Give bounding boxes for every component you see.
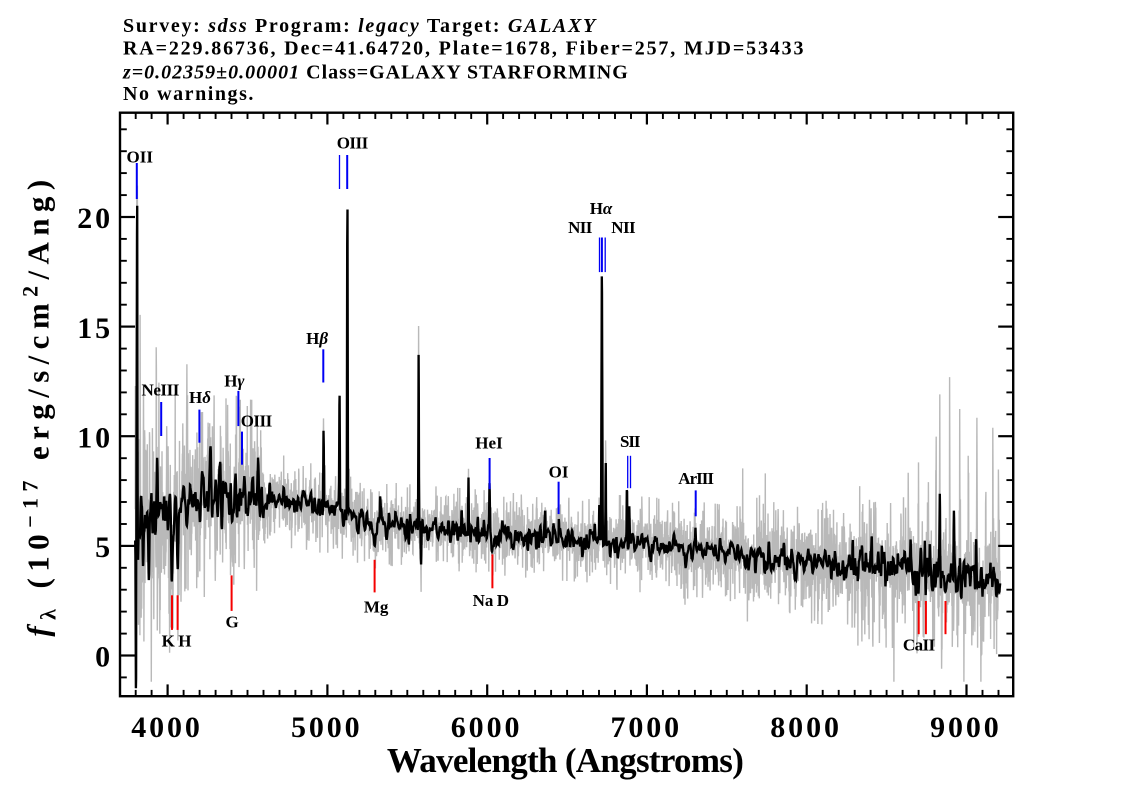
svg-text:OII: OII	[127, 148, 154, 167]
svg-text:Na D: Na D	[473, 591, 509, 610]
svg-text:6000: 6000	[451, 711, 523, 744]
svg-text:Hγ: Hγ	[224, 372, 245, 391]
svg-text:OIII: OIII	[337, 134, 369, 153]
svg-text:RA=229.86736, Dec=41.64720, Pl: RA=229.86736, Dec=41.64720, Plate=1678, …	[123, 38, 805, 60]
svg-text:NII: NII	[611, 218, 636, 237]
svg-text:9000: 9000	[930, 711, 1002, 744]
svg-text:Hα: Hα	[590, 199, 613, 218]
svg-text:fλ (10−17 erg/s/cm2/Ang): fλ (10−17 erg/s/cm2/Ang)	[18, 173, 61, 636]
svg-text:Mg: Mg	[364, 598, 389, 617]
svg-text:5000: 5000	[291, 711, 363, 744]
svg-text:Hδ: Hδ	[189, 388, 211, 407]
svg-text:7000: 7000	[610, 711, 682, 744]
svg-text:15: 15	[77, 312, 113, 345]
svg-text:5: 5	[95, 531, 113, 564]
svg-text:No warnings.: No warnings.	[123, 83, 255, 105]
svg-text:4000: 4000	[131, 711, 203, 744]
svg-text:K H: K H	[162, 631, 192, 650]
svg-text:Wavelength (Angstroms): Wavelength (Angstroms)	[387, 741, 743, 780]
svg-text:z=0.02359±0.00001 Class=GALAXY: z=0.02359±0.00001 Class=GALAXY STARFORMI…	[122, 62, 629, 84]
svg-text:0: 0	[95, 641, 113, 674]
svg-text:CaII: CaII	[903, 636, 936, 655]
svg-text:Survey: sdss Program: legacy T: Survey: sdss Program: legacy Target: GAL…	[123, 15, 597, 37]
svg-text:20: 20	[77, 202, 113, 235]
svg-text:OI: OI	[549, 462, 569, 481]
svg-text:OIII: OIII	[241, 412, 273, 431]
svg-text:HeI: HeI	[475, 434, 503, 453]
svg-text:ArIII: ArIII	[678, 469, 714, 488]
svg-text:SII: SII	[620, 432, 641, 451]
svg-text:G: G	[226, 612, 239, 631]
svg-text:8000: 8000	[770, 711, 842, 744]
svg-text:NII: NII	[568, 218, 593, 237]
svg-text:Hβ: Hβ	[306, 329, 328, 348]
svg-text:NeIII: NeIII	[142, 381, 180, 400]
svg-text:10: 10	[77, 421, 113, 454]
